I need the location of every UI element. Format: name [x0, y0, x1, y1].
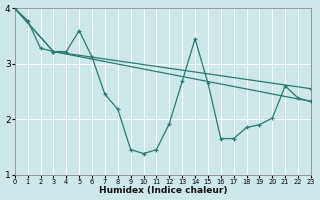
- X-axis label: Humidex (Indice chaleur): Humidex (Indice chaleur): [99, 186, 227, 195]
